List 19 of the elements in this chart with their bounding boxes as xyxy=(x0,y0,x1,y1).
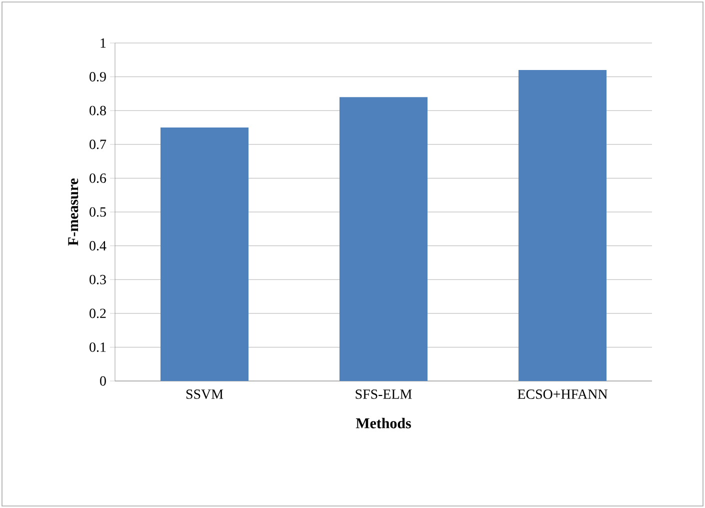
y-tick-label: 0.1 xyxy=(90,342,106,352)
y-tick-label: 0.7 xyxy=(90,140,106,150)
x-axis-title: Methods xyxy=(356,418,411,428)
x-tick-label: ECSO+HFANN xyxy=(518,390,608,399)
bar xyxy=(160,127,249,381)
y-tick-label: 0.2 xyxy=(90,308,106,318)
y-tick-label: 0.4 xyxy=(90,241,106,251)
y-tick-label: 0.5 xyxy=(90,207,106,217)
y-tick-label: 0 xyxy=(100,376,106,386)
y-tick-label: 1 xyxy=(100,38,106,48)
bar xyxy=(340,97,428,381)
x-tick-label: SFS-ELM xyxy=(356,390,412,399)
y-tick-label: 0.3 xyxy=(90,274,106,284)
x-tick-label: SSVM xyxy=(186,390,224,399)
y-tick-label: 0.9 xyxy=(90,72,106,82)
bar xyxy=(518,70,607,381)
y-tick-label: 0.8 xyxy=(90,106,106,116)
y-tick-label: 0.6 xyxy=(90,173,106,183)
y-axis-title: F-measure xyxy=(68,178,78,246)
